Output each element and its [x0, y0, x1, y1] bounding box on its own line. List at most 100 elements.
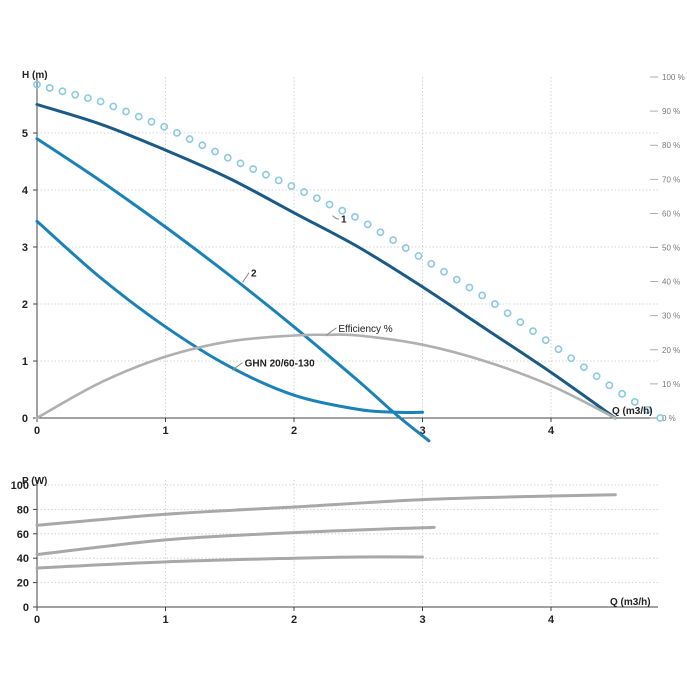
curve_3-line [35, 219, 424, 415]
dotted-curve-point [541, 336, 550, 345]
dotted-curve-point [516, 318, 525, 327]
power-chart-y-tick-label: 80 [17, 504, 29, 516]
dotted-curve-point [427, 259, 436, 268]
head-chart-y-tick-label: 0 [22, 413, 28, 425]
power-chart-x-tick-label: 0 [34, 614, 40, 626]
curve-annotation-label: 2 [251, 269, 257, 280]
head-chart-x-tick-label: 2 [291, 425, 297, 437]
dotted-curve-point [643, 406, 652, 414]
head-chart-y-axis-title: H (m) [22, 70, 48, 81]
head-chart-y2-tick-label: 10 % [662, 380, 680, 389]
power-chart-series [35, 493, 617, 570]
dotted-curve-point [618, 389, 626, 398]
dotted-curve-point [45, 84, 54, 92]
power_3-line [35, 555, 424, 570]
power-chart-y-tick-label: 20 [17, 578, 29, 590]
dotted-curve-point [249, 165, 258, 173]
dotted-curve-point [592, 372, 601, 381]
annotation-leader-line [242, 272, 250, 283]
power-chart-y-tick-label: 0 [23, 602, 29, 614]
head-chart-y-tick-label: 3 [22, 242, 28, 254]
efficiency-line [35, 333, 617, 420]
dotted-curve-point [338, 206, 347, 215]
dotted-curve-point [223, 153, 232, 162]
dotted-curve-point [401, 244, 410, 252]
dotted-curve-point [198, 141, 207, 150]
annotation-leader-line [232, 362, 243, 371]
dotted-curve-point [58, 87, 67, 96]
head-chart-y2-tick-label: 50 % [662, 244, 680, 253]
dotted-curve-point [465, 283, 474, 292]
dotted-curve-point [389, 236, 398, 245]
power-chart-x-axis-title: Q (m3/h) [610, 597, 651, 608]
curve-annotation-label: Efficiency % [338, 324, 392, 335]
curve_1-line [35, 103, 617, 420]
dotted-curve-point [147, 117, 156, 126]
dotted-curve-point [83, 94, 92, 102]
dotted-curve-point [363, 220, 372, 229]
dotted-curve-point [414, 252, 423, 260]
dotted-curve-point [656, 414, 665, 422]
dotted-curve-point [236, 159, 245, 168]
head-chart-y2-tick-label: 70 % [662, 175, 680, 184]
head-chart-annotations: 1 2 Efficiency % GHN 20/60-130 [232, 215, 393, 371]
head-chart-x-tick-label: 1 [162, 425, 168, 437]
head-chart-x-axis-title: Q (m3/h) [612, 406, 653, 417]
head-chart-y2-tick-label: 40 % [662, 278, 680, 287]
dotted-curve-point [96, 97, 105, 106]
head-chart-y-tick-label: 5 [22, 128, 28, 140]
dotted-curve-point [452, 275, 461, 284]
head-chart-x-tick-label: 0 [34, 425, 40, 437]
dotted-curve-point [351, 213, 359, 221]
power-chart-x-tick-label: 4 [548, 614, 555, 626]
dotted-curve-point [71, 90, 80, 99]
dotted-curve-point [185, 135, 194, 143]
power-chart-x-tick-label: 3 [419, 614, 425, 626]
dotted-curve-point [160, 122, 169, 131]
dotted-curve-point [478, 291, 487, 300]
head-chart-y-tick-label: 4 [22, 185, 29, 197]
dotted-curve-point [300, 188, 308, 196]
dotted-curve-point [173, 128, 181, 137]
dotted-curve-point [134, 112, 143, 121]
annotation-leader-line [325, 327, 337, 336]
head-chart-series [33, 80, 665, 443]
curve_2-line [35, 137, 431, 443]
dotted-curve-point [325, 200, 334, 209]
dotted-curve-point [122, 107, 130, 116]
dotted-curve-point [580, 363, 588, 372]
head-chart-y2-tick-label: 90 % [662, 107, 680, 116]
dotted-curve-point [529, 327, 537, 336]
dotted-curve-point [33, 80, 41, 89]
dotted-curve-point [262, 170, 270, 179]
curve-annotation-label: 1 [341, 215, 347, 226]
power-chart-y-axis-title: P (W) [22, 476, 47, 487]
dotted-curve-point [630, 397, 639, 406]
dotted-curve-point [605, 381, 614, 390]
dotted-curve-point [567, 354, 576, 363]
curve-annotation-label: GHN 20/60-130 [245, 359, 315, 370]
head-chart-y2-tick-label: 100 % [662, 73, 685, 82]
head-chart-y2-tick-label: 30 % [662, 312, 680, 321]
dotted-curve-point [490, 300, 499, 308]
head-chart-y2-tick-label: 0 % [662, 414, 676, 423]
power-chart-x-tick-label: 2 [291, 614, 297, 626]
head-chart-y-tick-label: 1 [22, 356, 28, 368]
dotted-curve-point [211, 147, 219, 156]
power-chart-grid [37, 480, 658, 607]
power-chart-y-tick-label: 60 [17, 529, 29, 541]
head-chart-grid [37, 77, 658, 418]
head-chart-x-tick-label: 4 [548, 425, 555, 437]
dotted-curve-point [376, 228, 385, 237]
dotted-curve-point [312, 194, 321, 203]
power_1-line [35, 493, 617, 527]
head-chart-y2-tick-label: 80 % [662, 141, 680, 150]
dotted-curve-point [440, 267, 448, 276]
dotted-curve-point [554, 345, 563, 354]
dotted-curve-point [503, 309, 512, 317]
power-chart-y-tick-label: 40 [17, 553, 29, 565]
